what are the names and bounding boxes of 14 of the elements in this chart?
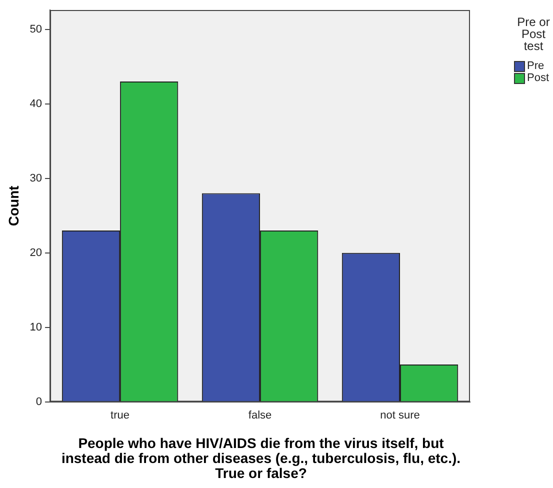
x-axis-title: People who have HIV/AIDS die from the virus itself, but instead die from other diseases (e.g., tuberculosis, flu, etc.). True or false?	[60, 435, 462, 481]
legend-label: Post	[527, 72, 550, 84]
y-tick-label: 40	[30, 98, 42, 110]
y-tick-label: 10	[30, 321, 42, 334]
x-tick-label: not sure	[380, 409, 420, 422]
x-tick-label: true	[110, 409, 130, 422]
legend-title: Pre or Post test	[516, 15, 551, 53]
y-tick-label: 30	[30, 172, 42, 184]
y-tick-label: 50	[30, 23, 42, 36]
y-tick-label: 0	[36, 396, 42, 408]
x-tick-label: false	[248, 409, 272, 422]
legend-label: Pre	[527, 60, 544, 72]
y-tick-label: 20	[30, 246, 42, 259]
y-axis-title: Count	[5, 185, 22, 226]
